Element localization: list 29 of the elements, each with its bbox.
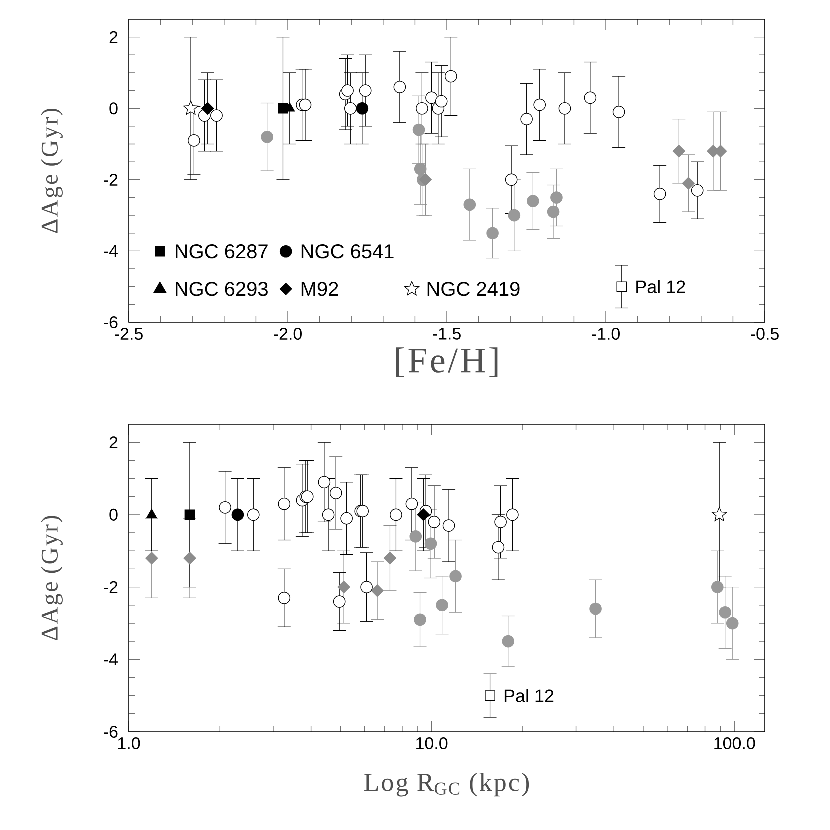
annotation: Pal 12 — [636, 280, 686, 294]
x-tick-label: 100.0 — [714, 738, 756, 750]
legend-label: NGC 6287 — [176, 244, 268, 259]
y-tick-label: -2 — [104, 174, 118, 186]
x-tick-label: -2.5 — [115, 328, 143, 340]
y-tick-label: -6 — [104, 316, 118, 329]
y-tick-label: 2 — [110, 436, 118, 449]
y-tick-label: -4 — [104, 245, 118, 258]
legend-label: M92 — [302, 282, 338, 296]
legend-label: NGC 2419 — [428, 282, 520, 296]
x-tick-label: -2.0 — [274, 328, 302, 340]
y-axis-title: ΔAge (Gyr) — [41, 108, 63, 234]
y-tick-label: -4 — [104, 654, 118, 666]
legend-label: NGC 6293 — [176, 282, 268, 296]
y-tick-label: 0 — [110, 102, 118, 115]
y-tick-label: -6 — [104, 726, 118, 738]
x-tick-label: 10.0 — [416, 738, 448, 750]
annotation: Pal 12 — [504, 689, 554, 702]
x-tick-label: -1.0 — [592, 328, 620, 340]
y-tick-label: 2 — [110, 31, 118, 44]
y-axis-title: ΔAge (Gyr) — [41, 516, 63, 640]
x-axis-title: [Fe/H] — [396, 348, 498, 378]
x-tick-label: -0.5 — [751, 328, 779, 340]
x-axis-title: Log R$_{GC}$ (kpc) — [364, 773, 530, 797]
y-tick-label: -2 — [104, 581, 118, 594]
y-tick-label: 0 — [110, 508, 118, 521]
legend-label: NGC 6541 — [302, 244, 394, 259]
x-tick-label: 1.0 — [118, 738, 140, 750]
x-tick-label: -1.5 — [433, 328, 461, 340]
